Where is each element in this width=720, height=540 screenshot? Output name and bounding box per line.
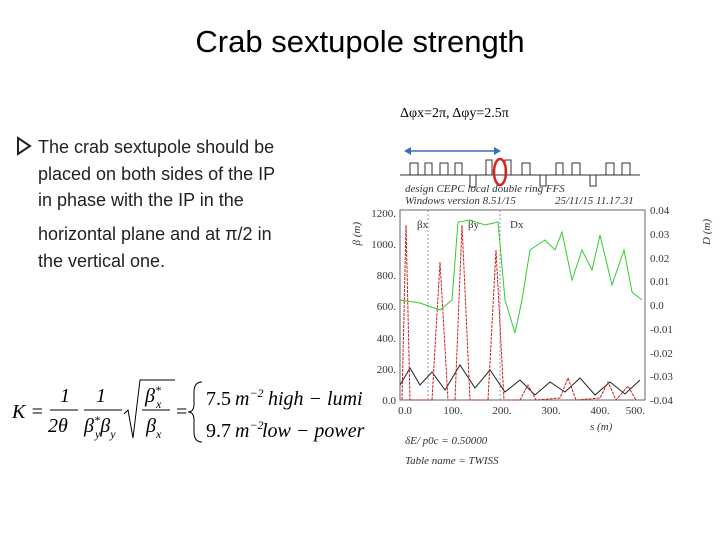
- case-high: 7.5 m−2: [206, 386, 264, 410]
- y-tick-label: 1200.: [371, 208, 396, 220]
- y2-ticks: 0.04 0.03 0.02 0.01 0.0 -0.01 -0.02 -0.0…: [650, 205, 673, 407]
- x-tick-label: 500.: [626, 405, 646, 417]
- dx-curve: [399, 219, 643, 334]
- x-tick-label: 100.: [443, 405, 463, 417]
- num: 1: [60, 385, 70, 407]
- y-tick-label: 800.: [377, 270, 397, 282]
- high-label: high − lumi: [268, 388, 363, 410]
- plot-frame: [399, 209, 646, 401]
- case-low: 9.7 m−2: [206, 418, 264, 442]
- y2-tick-label: 0.02: [650, 253, 669, 265]
- y2-tick-label: 0.0: [650, 300, 664, 312]
- lattice-elements: [409, 159, 631, 188]
- brace: [187, 381, 203, 443]
- x-tick-label: 400.: [590, 405, 610, 417]
- phase-label: Δφx=2π, Δφy=2.5π: [400, 106, 509, 121]
- left-axis-label: β (m): [351, 222, 363, 247]
- low-label: low − power: [262, 420, 365, 442]
- plot-footer: Table name = TWISS: [405, 455, 499, 467]
- x-ticks: 0.0 100. 200. 300. 400. 500.: [398, 405, 645, 417]
- den: β* yβy: [83, 413, 116, 441]
- legend-betay: βy: [468, 219, 480, 231]
- plot-footer: δE/ p0c = 0.50000: [405, 435, 488, 447]
- den: βx: [145, 415, 162, 441]
- y-tick-label: 1000.: [371, 239, 396, 251]
- bullet-line: horizontal plane and at π/2 in: [38, 224, 272, 244]
- bullet: The crab sextupole should be placed on b…: [17, 136, 275, 271]
- x-tick-label: 0.0: [398, 405, 412, 417]
- plot-header: 25/11/15 11.17.31: [555, 195, 634, 207]
- y2-tick-label: -0.04: [650, 395, 673, 407]
- betay-curve: [401, 224, 637, 401]
- plot-header: design CEPC local double ring FFS: [405, 183, 565, 195]
- optics-plot: design CEPC local double ring FFS Window…: [351, 157, 713, 467]
- y2-tick-label: -0.01: [650, 324, 673, 336]
- plot-header: Windows version 8.51/15: [405, 195, 516, 207]
- y2-tick-label: 0.04: [650, 205, 670, 217]
- den: 2θ: [48, 415, 68, 437]
- x-tick-label: 200.: [492, 405, 512, 417]
- legend-betax: βx: [417, 219, 429, 231]
- num: 1: [96, 385, 106, 407]
- y-tick-label: 200.: [377, 364, 397, 376]
- bullet-line: The crab sextupole should be: [38, 137, 274, 157]
- y2-tick-label: 0.03: [650, 229, 670, 241]
- formula: K = 1 2θ 1 β* yβy β* x βx = 7.5 m−2 9.7 m−2 …: [11, 379, 365, 443]
- y2-tick-label: -0.03: [650, 371, 673, 383]
- betax-curve: [399, 364, 641, 396]
- legend-dx: Dx: [510, 219, 524, 231]
- equals: =: [176, 401, 187, 423]
- y-tick-label: 400.: [377, 333, 397, 345]
- x-tick-label: 300.: [541, 405, 561, 417]
- num: β* x: [144, 383, 162, 411]
- x-axis-label: s (m): [590, 421, 613, 433]
- bullet-line: the vertical one.: [38, 251, 165, 271]
- y-tick-label: 0.0: [382, 395, 396, 407]
- y2-tick-label: 0.01: [650, 276, 669, 288]
- crab-marker: [492, 157, 508, 187]
- y2-tick-label: -0.02: [650, 348, 673, 360]
- formula-lhs: K =: [11, 401, 44, 423]
- right-axis-label: D (m): [701, 219, 713, 246]
- y-ticks: 1200. 1000. 800. 600. 400. 200. 0.0: [371, 208, 396, 407]
- bullet-line: placed on both sides of the IP: [38, 164, 275, 184]
- bullet-line: in phase with the IP in the: [38, 190, 244, 210]
- bullet-arrow: [17, 136, 32, 156]
- y-tick-label: 600.: [377, 301, 397, 313]
- slide-title: Crab sextupole strength: [195, 24, 524, 59]
- sqrt: [123, 379, 175, 439]
